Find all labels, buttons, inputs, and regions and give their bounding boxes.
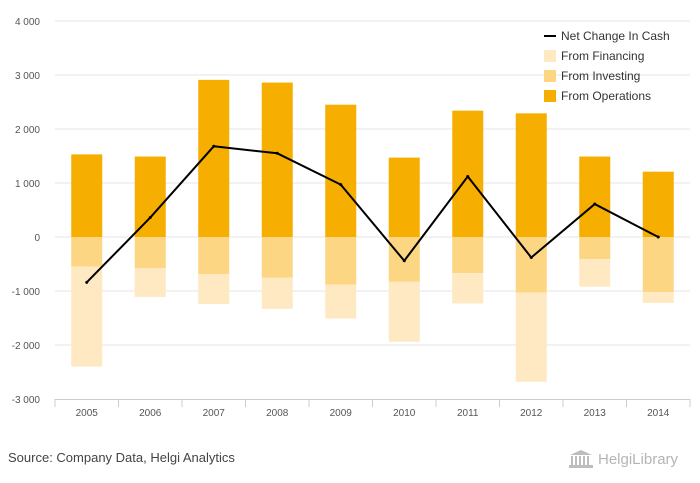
bar-investing [579,237,611,260]
x-tick-label: 2007 [203,408,226,419]
bars [71,79,674,382]
net-change-point [402,259,406,263]
legend-label: From Financing [561,49,644,63]
bar-operations [261,82,293,237]
legend-label: Net Change In Cash [561,29,670,43]
bar-investing [452,237,484,274]
net-change-polyline [86,145,659,284]
bar-financing [642,292,674,303]
x-tick-label: 2012 [520,408,543,419]
net-change-point [529,256,533,260]
y-tick-label: 1 000 [15,179,40,190]
y-tick-label: 2 000 [15,125,40,136]
legend-item[interactable]: From Financing [544,49,644,63]
bar-investing [198,237,230,275]
bar-investing [261,237,293,278]
bar-financing [261,277,293,309]
net-change-point [339,183,343,187]
legend-item[interactable]: From Investing [544,69,640,83]
x-tick-label: 2014 [647,408,670,419]
bar-financing [134,268,166,297]
bar-investing [515,237,547,293]
bar-operations [642,171,674,237]
x-tick-label: 2006 [139,408,162,419]
net-change-point [466,175,470,179]
brand-logo[interactable]: HelgiLibrary [568,449,678,469]
net-change-point [212,144,216,148]
legend-label: From Investing [561,69,640,83]
legend-label: From Operations [561,89,651,103]
net-change-point [275,151,279,155]
bar-investing [71,237,103,267]
bar-investing [325,237,357,285]
legend-swatch [544,90,556,102]
x-tick-label: 2010 [393,408,416,419]
bar-financing [325,284,357,319]
bar-operations [388,157,420,237]
bar-financing [198,274,230,304]
y-tick-label: 3 000 [15,71,40,82]
bar-operations [325,104,357,237]
y-tick-label: -1 000 [12,287,41,298]
bar-financing [388,281,420,342]
bar-operations [452,110,484,237]
net-change-point [593,202,597,206]
bar-financing [452,273,484,304]
legend-swatch [544,70,556,82]
y-tick-label: 0 [34,233,40,244]
legend-item[interactable]: Net Change In Cash [544,29,670,43]
net-change-line [85,144,660,284]
net-change-point [85,280,89,284]
x-tick-label: 2005 [76,408,99,419]
source-note: Source: Company Data, Helgi Analytics [8,450,235,465]
net-change-point [656,235,660,239]
bar-investing [642,237,674,293]
bar-operations [515,113,547,237]
bar-operations [134,156,166,237]
y-tick-label: -2 000 [12,341,41,352]
x-tick-label: 2011 [457,408,479,419]
bar-operations [71,154,103,237]
x-tick-label: 2008 [266,408,289,419]
x-tick-label: 2013 [584,408,607,419]
bar-financing [579,259,611,287]
brand-name: HelgiLibrary [598,450,679,468]
x-tick-label: 2009 [330,408,353,419]
bar-investing [134,237,166,269]
net-change-point [148,216,152,220]
y-tick-label: 4 000 [15,17,40,28]
y-axis: -3 000 -2 000 -1 000 0 1 000 2 000 3 000 4 000 [12,17,41,406]
y-tick-label: -3 000 [12,395,41,406]
legend[interactable]: Net Change In Cash From Financing From Inv… [544,29,670,103]
legend-swatch [544,50,556,62]
x-axis: 2005 2006 2007 2008 2009 2010 2011 2012 2013 2014 [54,399,691,419]
library-building-icon [569,450,593,468]
legend-item[interactable]: From Operations [544,89,651,103]
bar-financing [515,292,547,382]
bar-operations [579,156,611,237]
